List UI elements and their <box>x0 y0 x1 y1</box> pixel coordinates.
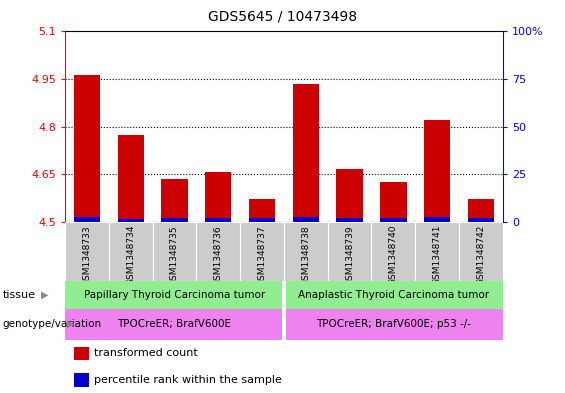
Bar <box>205 218 232 222</box>
Bar <box>424 217 450 222</box>
Bar <box>380 218 406 222</box>
Text: GDS5645 / 10473498: GDS5645 / 10473498 <box>208 10 357 24</box>
Bar <box>293 217 319 222</box>
Bar <box>74 373 89 387</box>
Text: GSM1348737: GSM1348737 <box>258 225 267 286</box>
Text: TPOCreER; BrafV600E: TPOCreER; BrafV600E <box>118 319 232 329</box>
Bar <box>118 135 144 222</box>
Bar <box>468 200 494 222</box>
Text: Anaplastic Thyroid Carcinoma tumor: Anaplastic Thyroid Carcinoma tumor <box>298 290 489 300</box>
Text: GSM1348733: GSM1348733 <box>82 225 92 286</box>
Bar <box>336 218 363 222</box>
FancyBboxPatch shape <box>65 309 282 340</box>
FancyBboxPatch shape <box>286 309 503 340</box>
Text: GSM1348740: GSM1348740 <box>389 225 398 285</box>
Bar <box>249 218 275 222</box>
Bar <box>468 218 494 222</box>
FancyBboxPatch shape <box>240 222 284 281</box>
Text: GSM1348738: GSM1348738 <box>301 225 310 286</box>
FancyBboxPatch shape <box>108 222 153 281</box>
FancyBboxPatch shape <box>459 222 503 281</box>
FancyBboxPatch shape <box>372 222 415 281</box>
FancyBboxPatch shape <box>197 222 240 281</box>
FancyBboxPatch shape <box>65 281 282 309</box>
Bar <box>74 347 89 360</box>
FancyBboxPatch shape <box>284 222 328 281</box>
Bar <box>73 75 100 222</box>
Bar <box>118 219 144 222</box>
Bar <box>293 84 319 222</box>
FancyBboxPatch shape <box>153 222 197 281</box>
Text: ▶: ▶ <box>41 290 49 300</box>
Bar <box>73 217 100 222</box>
Text: GSM1348734: GSM1348734 <box>126 225 135 285</box>
Text: percentile rank within the sample: percentile rank within the sample <box>94 375 282 385</box>
FancyBboxPatch shape <box>286 281 503 309</box>
Bar <box>249 199 275 222</box>
Text: genotype/variation: genotype/variation <box>3 319 102 329</box>
Text: tissue: tissue <box>3 290 36 300</box>
Bar <box>162 179 188 222</box>
Text: TPOCreER; BrafV600E; p53 -/-: TPOCreER; BrafV600E; p53 -/- <box>316 319 471 329</box>
Text: GSM1348736: GSM1348736 <box>214 225 223 286</box>
Text: GSM1348735: GSM1348735 <box>170 225 179 286</box>
Bar <box>380 182 406 222</box>
Text: Papillary Thyroid Carcinoma tumor: Papillary Thyroid Carcinoma tumor <box>84 290 265 300</box>
Bar <box>205 172 232 222</box>
Text: GSM1348742: GSM1348742 <box>476 225 485 285</box>
Text: GSM1348739: GSM1348739 <box>345 225 354 286</box>
Text: ▶: ▶ <box>67 319 74 329</box>
Bar <box>424 120 450 222</box>
Bar <box>162 218 188 222</box>
Text: transformed count: transformed count <box>94 349 198 358</box>
FancyBboxPatch shape <box>328 222 372 281</box>
Bar <box>336 169 363 222</box>
Text: GSM1348741: GSM1348741 <box>433 225 442 285</box>
FancyBboxPatch shape <box>65 222 108 281</box>
FancyBboxPatch shape <box>415 222 459 281</box>
